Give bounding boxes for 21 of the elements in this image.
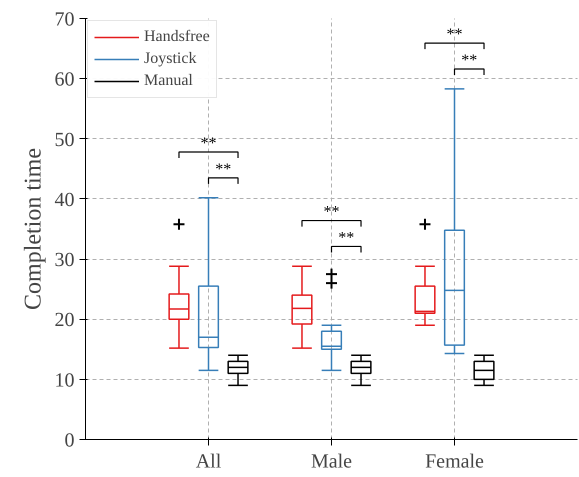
annotation: **: [200, 135, 216, 152]
annotation: **: [324, 204, 340, 221]
x-tick-label: Male: [310, 450, 352, 472]
annotation: **: [461, 52, 478, 70]
annotation: **: [215, 160, 232, 178]
annotation: **: [446, 26, 462, 44]
x-tick-label: All: [196, 450, 222, 472]
y-tick-label: 0: [64, 430, 74, 452]
y-tick-label: 50: [54, 128, 74, 151]
y-tick-label: 10: [54, 369, 74, 392]
legend-label: Joystick: [144, 50, 196, 68]
y-tick-label: 40: [54, 188, 74, 211]
y-tick-label: 30: [54, 249, 74, 272]
y-tick-label: 20: [54, 309, 74, 332]
x-tick-label: Female: [425, 450, 484, 472]
legend-label: Manual: [144, 72, 193, 90]
y-tick-label: 70: [54, 8, 74, 30]
y-tick-label: 60: [54, 68, 74, 91]
legend-label: Handsfree: [144, 28, 210, 46]
annotation: **: [338, 229, 354, 246]
y-axis-title: Completion time: [20, 148, 46, 310]
